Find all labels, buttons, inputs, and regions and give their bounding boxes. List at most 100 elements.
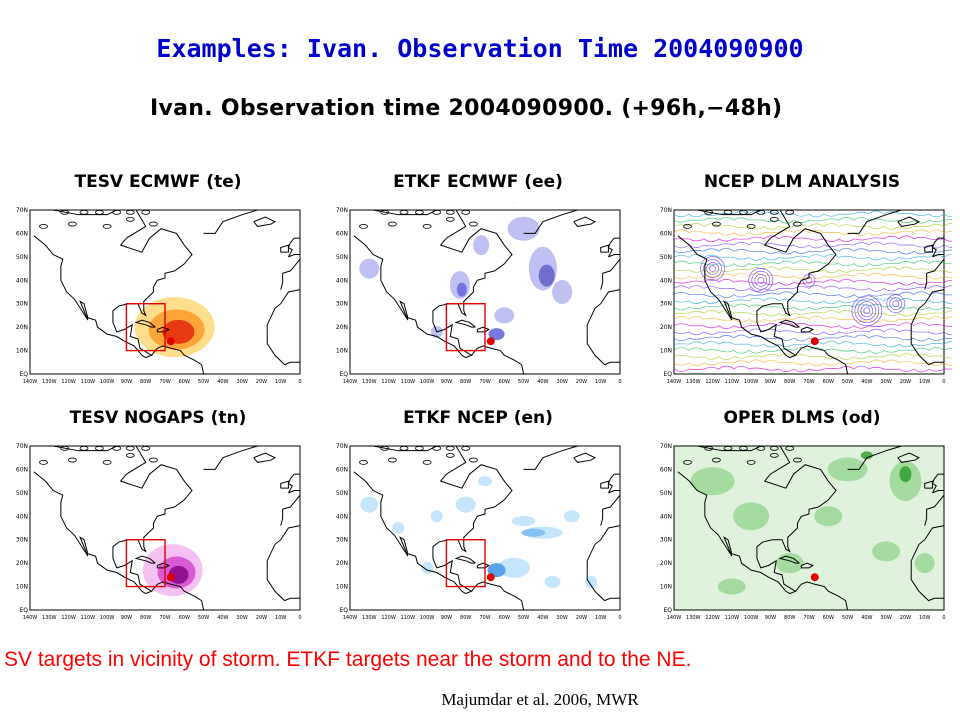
lon-tick-label: 10W bbox=[595, 379, 606, 385]
lon-tick-label: 40W bbox=[537, 615, 548, 621]
lon-tick-label: 90W bbox=[765, 615, 776, 621]
lat-tick-label: 30N bbox=[660, 301, 672, 308]
lat-tick-label: 40N bbox=[336, 277, 348, 284]
lon-tick-label: 40W bbox=[861, 379, 872, 385]
lat-tick-label: 70N bbox=[660, 207, 672, 214]
lon-tick-label: 120W bbox=[61, 615, 76, 621]
target-box bbox=[125, 539, 166, 588]
lon-tick-label: 40W bbox=[861, 615, 872, 621]
lon-tick-label: 50W bbox=[198, 379, 209, 385]
lat-tick-label: 30N bbox=[16, 301, 28, 308]
lat-tick-label: 50N bbox=[16, 490, 28, 497]
caption: SV targets in vicinity of storm. ETKF ta… bbox=[4, 648, 692, 671]
lat-tick-label: 50N bbox=[660, 490, 672, 497]
lat-tick-label: 60N bbox=[660, 230, 672, 237]
lon-tick-label: 120W bbox=[61, 379, 76, 385]
lon-tick-label: 0 bbox=[942, 615, 945, 621]
lon-tick-label: 130W bbox=[362, 379, 377, 385]
panel-ee: ETKF ECMWF (ee) 70N 60N 50N 40N 30N 20N 10N EQ 1… bbox=[328, 172, 628, 392]
storm-marker bbox=[166, 337, 175, 346]
lat-tick-label: 40N bbox=[660, 513, 672, 520]
lon-tick-label: 140W bbox=[23, 379, 38, 385]
lon-tick-label: 20W bbox=[900, 615, 911, 621]
lon-tick-label: 110W bbox=[81, 615, 96, 621]
field-overlay bbox=[690, 451, 935, 595]
slide-title: Examples: Ivan. Observation Time 2004090… bbox=[156, 34, 804, 63]
lon-tick-label: 60W bbox=[499, 615, 510, 621]
panel-title: OPER DLMS (od) bbox=[723, 408, 881, 428]
target-box bbox=[445, 539, 486, 588]
lat-tick-label: 10N bbox=[660, 348, 672, 355]
lon-tick-label: 10W bbox=[595, 615, 606, 621]
storm-marker bbox=[486, 337, 495, 346]
lon-tick-label: 140W bbox=[23, 615, 38, 621]
field-overlay bbox=[360, 476, 598, 588]
lat-tick-label: EQ bbox=[339, 371, 348, 378]
target-box bbox=[445, 303, 486, 352]
panel-tn: TESV NOGAPS (tn) 70N 60N 50N 40N 30N 20N 10N EQ… bbox=[8, 408, 308, 628]
lon-tick-label: 90W bbox=[441, 379, 452, 385]
field-overlay bbox=[142, 544, 203, 597]
lon-tick-label: 80W bbox=[460, 615, 471, 621]
panel-title: ETKF NCEP (en) bbox=[403, 408, 553, 428]
lon-tick-label: 130W bbox=[42, 379, 57, 385]
lat-tick-label: EQ bbox=[663, 607, 672, 614]
lon-tick-label: 10W bbox=[275, 615, 286, 621]
lat-tick-label: 50N bbox=[16, 254, 28, 261]
lat-tick-label: 40N bbox=[16, 277, 28, 284]
lat-tick-label: 70N bbox=[336, 207, 348, 214]
lat-tick-label: 20N bbox=[16, 560, 28, 567]
panel-te: TESV ECMWF (te) 70N 60N 50N 40N 30N 20N 10N EQ 1… bbox=[8, 172, 308, 392]
field-overlay bbox=[359, 202, 573, 341]
lat-tick-label: 40N bbox=[16, 513, 28, 520]
lon-tick-label: 140W bbox=[343, 379, 358, 385]
lat-tick-label: 60N bbox=[336, 466, 348, 473]
lon-tick-label: 100W bbox=[744, 615, 759, 621]
lon-tick-label: 70W bbox=[803, 615, 814, 621]
lon-tick-label: 80W bbox=[784, 379, 795, 385]
lon-tick-label: 60W bbox=[179, 615, 190, 621]
lon-tick-label: 110W bbox=[401, 615, 416, 621]
lon-tick-label: 100W bbox=[100, 615, 115, 621]
lon-tick-label: 20W bbox=[256, 379, 267, 385]
coastlines bbox=[674, 209, 945, 375]
lon-tick-label: 30W bbox=[880, 379, 891, 385]
storm-marker bbox=[810, 337, 819, 346]
lon-tick-label: 120W bbox=[705, 379, 720, 385]
coastlines bbox=[350, 209, 621, 375]
lon-tick-label: 60W bbox=[499, 379, 510, 385]
lat-tick-label: 20N bbox=[336, 324, 348, 331]
coastlines bbox=[350, 445, 621, 611]
lat-tick-label: 70N bbox=[336, 443, 348, 450]
lon-tick-label: 30W bbox=[236, 379, 247, 385]
lon-tick-label: 140W bbox=[667, 379, 682, 385]
lon-tick-label: 100W bbox=[420, 615, 435, 621]
panel-title: TESV ECMWF (te) bbox=[74, 172, 242, 192]
panel-en: ETKF NCEP (en) 70N 60N 50N 40N 30N 20N 10N EQ 14… bbox=[328, 408, 628, 628]
lat-tick-label: 60N bbox=[16, 466, 28, 473]
field-overlay bbox=[673, 210, 952, 373]
lon-tick-label: 90W bbox=[765, 379, 776, 385]
lon-tick-label: 50W bbox=[842, 615, 853, 621]
lat-tick-label: 40N bbox=[660, 277, 672, 284]
lon-tick-label: 60W bbox=[823, 615, 834, 621]
lat-tick-label: EQ bbox=[663, 371, 672, 378]
lon-tick-label: 70W bbox=[159, 379, 170, 385]
coastlines bbox=[30, 209, 301, 375]
lon-tick-label: 50W bbox=[518, 379, 529, 385]
lat-tick-label: 20N bbox=[16, 324, 28, 331]
lon-tick-label: 120W bbox=[705, 615, 720, 621]
lon-tick-label: 90W bbox=[441, 615, 452, 621]
lat-tick-label: 30N bbox=[16, 537, 28, 544]
lon-tick-label: 130W bbox=[686, 615, 701, 621]
lat-tick-label: 70N bbox=[16, 207, 28, 214]
lat-tick-label: EQ bbox=[19, 371, 28, 378]
lon-tick-label: 70W bbox=[479, 615, 490, 621]
lon-tick-label: 80W bbox=[460, 379, 471, 385]
lon-tick-label: 110W bbox=[725, 379, 740, 385]
lon-tick-label: 70W bbox=[803, 379, 814, 385]
